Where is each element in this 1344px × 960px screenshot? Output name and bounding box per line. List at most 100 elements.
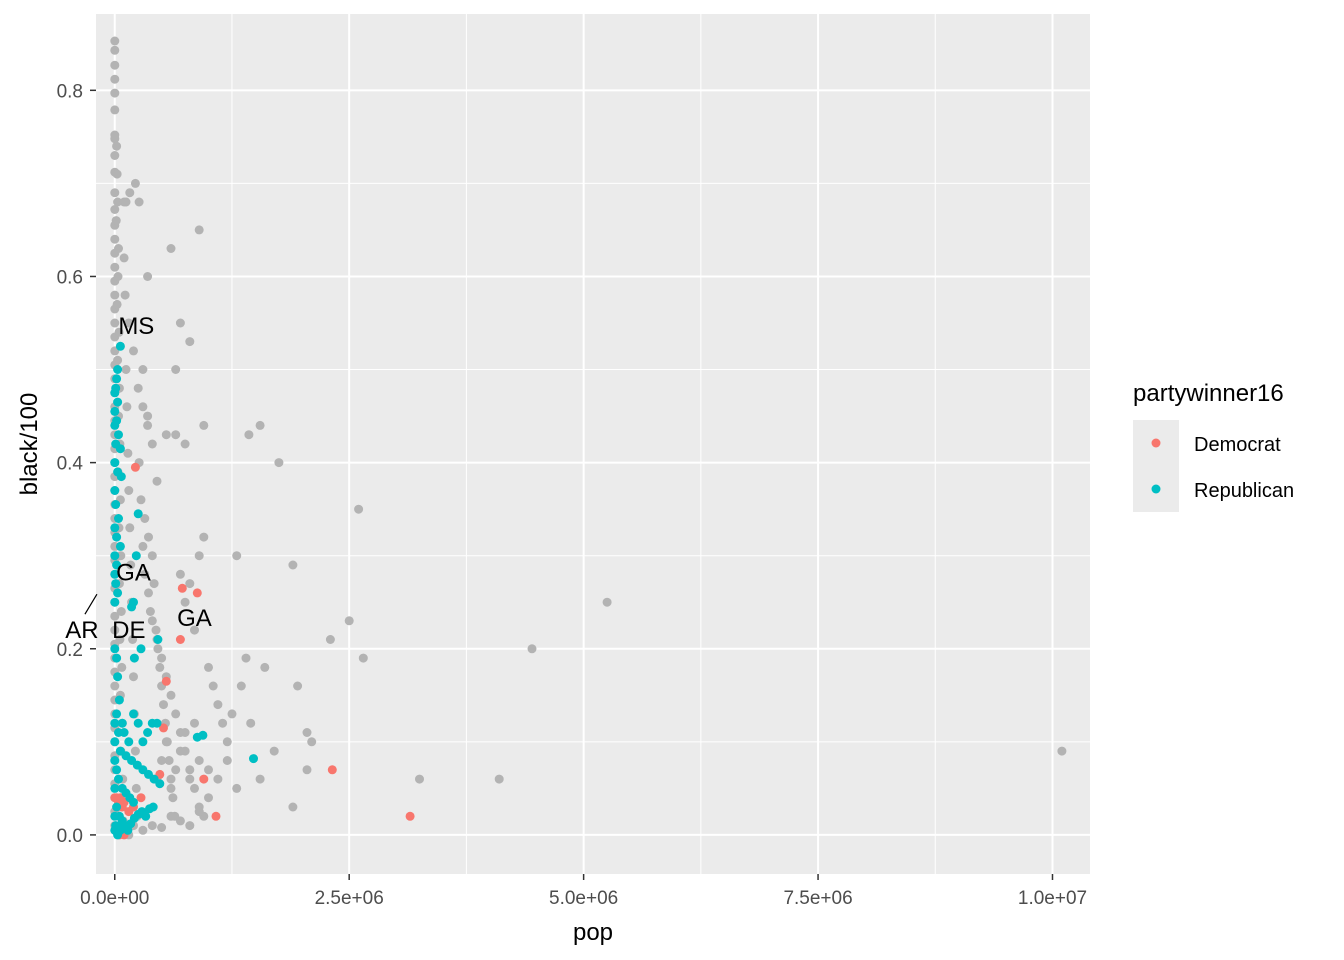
point-other	[175, 816, 185, 826]
point-other	[124, 486, 134, 495]
point-other	[122, 402, 132, 412]
point-other	[125, 523, 135, 533]
point-other	[185, 765, 195, 775]
point-other	[110, 681, 120, 691]
point-other	[236, 681, 246, 691]
point-other	[110, 611, 120, 621]
point-republican	[115, 444, 125, 454]
point-democrat	[211, 811, 221, 821]
annotation-label: GA	[116, 559, 151, 586]
point-other	[152, 476, 162, 486]
point-other	[149, 579, 159, 589]
point-other	[302, 765, 312, 775]
point-republican	[110, 523, 120, 533]
point-republican	[143, 728, 153, 737]
point-other	[199, 420, 209, 430]
point-other	[166, 783, 176, 793]
point-republican	[113, 588, 123, 598]
point-other	[117, 662, 127, 672]
point-republican	[110, 783, 120, 793]
point-republican	[112, 802, 122, 812]
point-other	[232, 783, 242, 793]
point-republican	[114, 430, 123, 440]
major-gridlines	[96, 14, 1090, 874]
x-tick-label: 2.5e+06	[315, 888, 384, 909]
point-other	[134, 197, 144, 207]
point-democrat	[159, 723, 168, 733]
point-other	[204, 793, 213, 803]
point-other	[155, 662, 165, 672]
point-republican	[113, 397, 123, 407]
point-other	[157, 823, 167, 832]
point-republican	[111, 579, 121, 589]
point-other	[415, 774, 424, 784]
point-republican	[110, 569, 120, 579]
point-republican	[116, 472, 126, 482]
point-other	[269, 746, 279, 756]
legend-swatch-democrat	[1151, 438, 1161, 448]
legend: partywinner16 Democrat Republican	[1133, 380, 1294, 512]
point-other	[213, 700, 223, 710]
point-other	[194, 756, 204, 765]
point-other	[138, 825, 148, 835]
point-other	[288, 802, 298, 812]
point-other	[140, 569, 150, 579]
point-other	[110, 105, 120, 115]
point-other	[110, 290, 120, 300]
point-other	[110, 74, 120, 84]
point-other	[147, 439, 157, 449]
point-other	[358, 653, 368, 663]
point-democrat	[175, 635, 185, 644]
point-other	[218, 718, 228, 728]
y-tick-label: 0.2	[57, 640, 83, 661]
point-other	[241, 653, 251, 663]
point-other	[260, 662, 270, 672]
point-republican	[110, 486, 120, 495]
point-other	[171, 709, 181, 719]
y-tick-label: 0.8	[57, 81, 83, 102]
point-other	[185, 579, 195, 589]
point-other	[114, 327, 124, 337]
point-other	[185, 337, 195, 347]
point-other	[110, 134, 120, 144]
point-other	[602, 597, 612, 607]
point-democrat	[130, 462, 140, 472]
point-republican	[110, 406, 120, 416]
point-democrat	[192, 588, 202, 598]
point-other	[115, 635, 125, 644]
point-other	[159, 700, 168, 710]
point-other	[354, 504, 364, 514]
point-other	[171, 765, 181, 775]
point-other	[138, 541, 148, 551]
data-points	[110, 36, 1067, 840]
point-other	[1057, 746, 1067, 756]
point-republican	[138, 737, 148, 747]
point-other	[190, 783, 199, 793]
point-other	[119, 253, 129, 263]
point-republican	[110, 420, 120, 430]
point-other	[143, 420, 153, 430]
point-other	[128, 635, 138, 644]
point-other	[110, 45, 120, 55]
point-other	[138, 365, 148, 374]
point-other	[171, 430, 181, 440]
x-axis-title: pop	[573, 919, 613, 946]
point-other	[175, 318, 185, 328]
point-republican	[110, 597, 120, 607]
point-republican	[129, 797, 138, 807]
point-other	[157, 653, 167, 663]
point-other	[255, 774, 265, 784]
point-republican	[152, 718, 162, 728]
point-other	[157, 756, 167, 765]
point-other	[194, 551, 204, 561]
point-republican	[155, 779, 165, 789]
point-republican	[112, 765, 122, 775]
point-republican	[136, 644, 146, 654]
point-other	[110, 151, 120, 160]
point-other	[164, 756, 174, 765]
point-other	[110, 625, 120, 635]
point-other	[136, 495, 146, 505]
y-axis-title: black/100	[16, 393, 43, 496]
point-other	[194, 807, 204, 817]
point-other	[120, 290, 130, 300]
